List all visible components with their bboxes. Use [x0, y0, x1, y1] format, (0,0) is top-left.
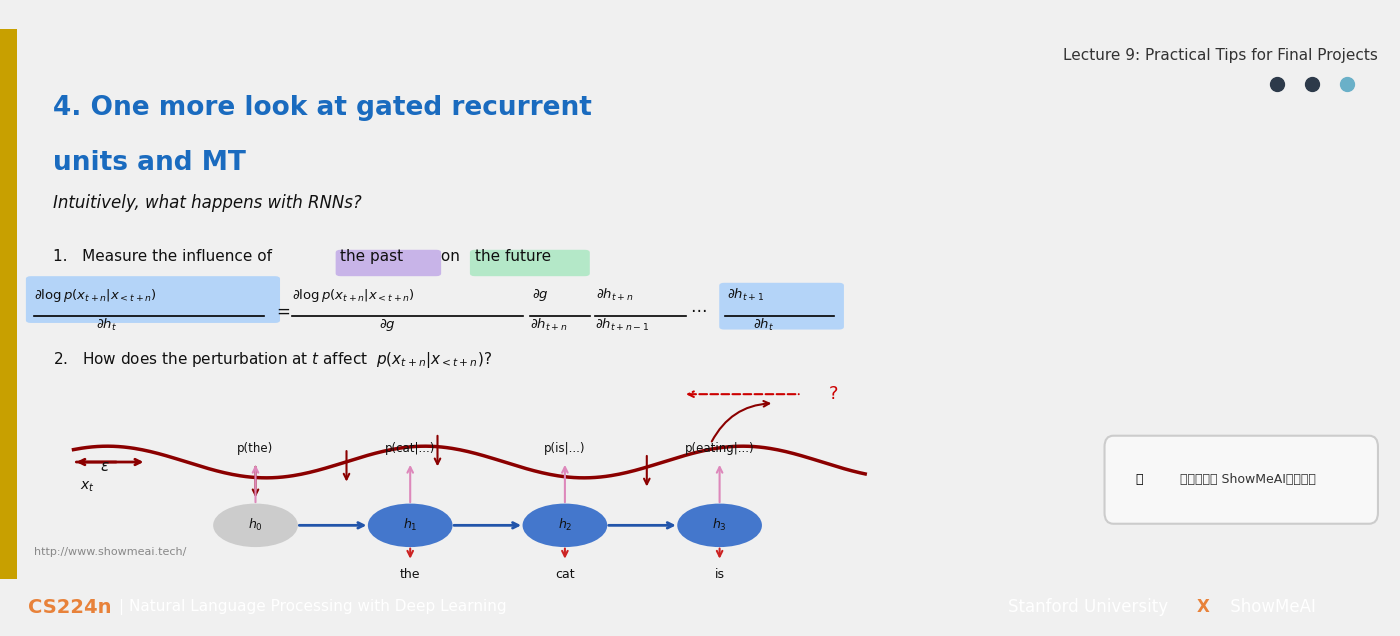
- Text: p(eating|...): p(eating|...): [685, 442, 755, 455]
- Text: $x_t$: $x_t$: [80, 479, 94, 494]
- Text: $\epsilon$: $\epsilon$: [101, 459, 111, 474]
- Text: on: on: [437, 249, 465, 264]
- Text: Stanford University: Stanford University: [1008, 598, 1173, 616]
- Text: ?: ?: [829, 385, 839, 403]
- FancyBboxPatch shape: [25, 276, 280, 323]
- Text: 🔍: 🔍: [1135, 473, 1142, 487]
- Circle shape: [679, 505, 760, 546]
- Text: $\partial h_{t+n}$: $\partial h_{t+n}$: [531, 317, 568, 333]
- Text: cat: cat: [554, 569, 575, 581]
- Text: X: X: [1197, 598, 1210, 616]
- Text: 2.   How does the perturbation at $t$ affect  $p(x_{t+n}|x_{<t+n})$?: 2. How does the perturbation at $t$ affe…: [53, 350, 491, 370]
- Text: $\partial h_{t+1}$: $\partial h_{t+1}$: [727, 287, 764, 303]
- Text: $\partial g$: $\partial g$: [379, 317, 396, 333]
- Text: $\partial g$: $\partial g$: [532, 287, 549, 303]
- Text: 1.   Measure the influence of: 1. Measure the influence of: [53, 249, 277, 264]
- FancyBboxPatch shape: [336, 250, 441, 276]
- Text: $\partial h_{t+n}$: $\partial h_{t+n}$: [596, 287, 634, 303]
- Text: $\partial h_t$: $\partial h_t$: [97, 317, 118, 333]
- FancyBboxPatch shape: [470, 250, 589, 276]
- Text: is: is: [714, 569, 725, 581]
- Text: CS224n: CS224n: [28, 598, 112, 617]
- Text: $h_0$: $h_0$: [248, 517, 263, 534]
- Text: 搜索｜微信 ShowMeAI研究中心: 搜索｜微信 ShowMeAI研究中心: [1179, 473, 1316, 487]
- Text: the: the: [400, 569, 420, 581]
- Text: Lecture 9: Practical Tips for Final Projects: Lecture 9: Practical Tips for Final Proj…: [1063, 48, 1378, 63]
- Text: units and MT: units and MT: [53, 149, 245, 176]
- Text: the future: the future: [475, 249, 550, 264]
- Text: $h_2$: $h_2$: [557, 517, 573, 534]
- Text: the past: the past: [340, 249, 403, 264]
- Text: $\partial \log p(x_{t+n}|x_{<t+n})$: $\partial \log p(x_{t+n}|x_{<t+n})$: [293, 287, 416, 304]
- Text: Intuitively, what happens with RNNs?: Intuitively, what happens with RNNs?: [53, 193, 361, 212]
- Text: $=$: $=$: [273, 301, 291, 319]
- Text: http://www.showmeai.tech/: http://www.showmeai.tech/: [34, 547, 186, 556]
- Text: p(is|...): p(is|...): [545, 442, 585, 455]
- Text: $h_1$: $h_1$: [403, 517, 417, 534]
- Text: ShowMeAI: ShowMeAI: [1225, 598, 1316, 616]
- Text: p(the): p(the): [238, 442, 273, 455]
- Circle shape: [524, 505, 606, 546]
- Text: $\cdots$: $\cdots$: [690, 300, 707, 318]
- Bar: [0, 29, 17, 579]
- Circle shape: [370, 505, 451, 546]
- FancyBboxPatch shape: [1105, 436, 1378, 524]
- Text: $\partial h_{t+n-1}$: $\partial h_{t+n-1}$: [595, 317, 650, 333]
- Text: $\partial h_t$: $\partial h_t$: [753, 317, 774, 333]
- FancyBboxPatch shape: [720, 283, 844, 329]
- Text: $\partial \log p(x_{t+n}|x_{<t+n})$: $\partial \log p(x_{t+n}|x_{<t+n})$: [34, 287, 157, 304]
- Circle shape: [214, 505, 297, 546]
- Text: $h_3$: $h_3$: [713, 517, 727, 534]
- Text: | Natural Language Processing with Deep Learning: | Natural Language Processing with Deep …: [119, 599, 507, 616]
- Text: 4. One more look at gated recurrent: 4. One more look at gated recurrent: [53, 95, 592, 121]
- Text: p(cat|...): p(cat|...): [385, 442, 435, 455]
